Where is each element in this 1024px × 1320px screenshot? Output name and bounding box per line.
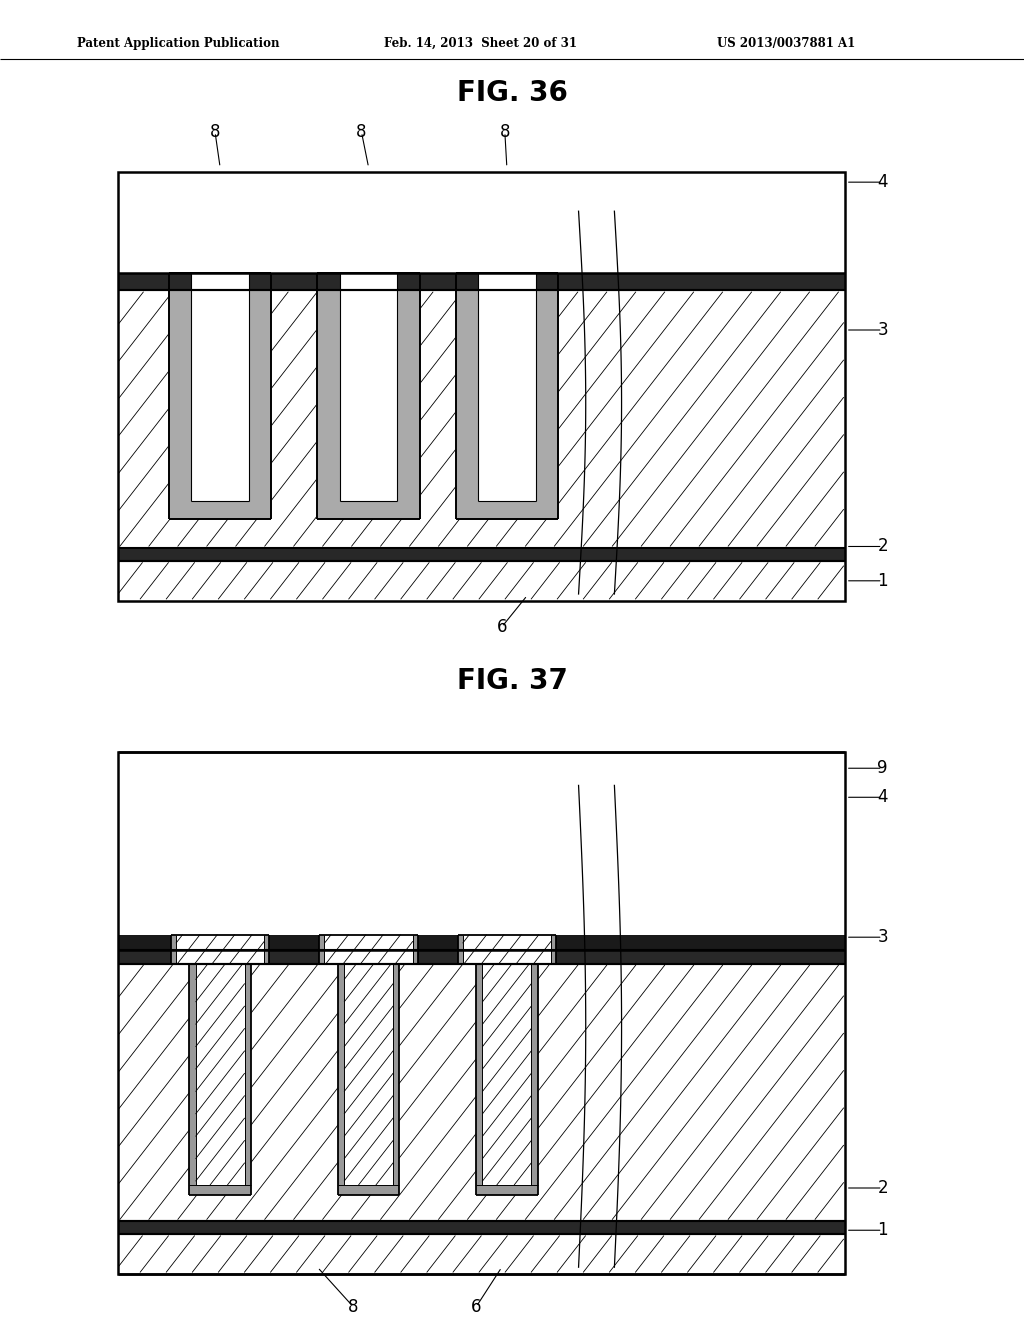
Text: 2: 2 (878, 1179, 888, 1197)
Bar (245, 964, 251, 1195)
Bar (249, 273, 271, 290)
Text: 6: 6 (471, 1298, 481, 1316)
Bar (344, 964, 393, 1185)
Bar (264, 935, 269, 964)
Text: 8: 8 (356, 123, 367, 141)
Bar (171, 935, 176, 964)
Bar (325, 935, 413, 964)
Bar (189, 964, 196, 1195)
Text: 4: 4 (878, 173, 888, 191)
Bar (118, 752, 845, 1274)
Bar (118, 548, 845, 561)
Bar (191, 275, 249, 502)
Bar (413, 935, 418, 964)
Bar (340, 275, 397, 502)
Bar (169, 275, 191, 519)
Bar (118, 964, 845, 1221)
Bar (456, 502, 558, 519)
Bar (338, 964, 399, 1195)
Bar (478, 275, 536, 502)
Bar (171, 935, 269, 964)
Bar (317, 273, 420, 290)
Text: 9: 9 (878, 759, 888, 777)
Text: 8: 8 (348, 1298, 358, 1316)
Bar (169, 273, 271, 290)
Bar (249, 275, 271, 519)
Bar (118, 950, 845, 964)
Bar (196, 964, 245, 1185)
Bar (458, 935, 463, 964)
Bar (476, 964, 482, 1195)
Bar (118, 273, 845, 290)
Text: 4: 4 (878, 788, 888, 807)
Text: 3: 3 (878, 321, 888, 339)
Bar (169, 273, 271, 519)
Bar (118, 172, 845, 601)
Bar (118, 172, 845, 601)
Text: FIG. 37: FIG. 37 (457, 667, 567, 694)
Bar (456, 273, 558, 290)
Bar (482, 964, 531, 1185)
Bar (397, 273, 420, 290)
Text: 8: 8 (500, 123, 510, 141)
Bar (393, 964, 399, 1195)
Bar (463, 935, 551, 964)
Text: 6: 6 (497, 618, 507, 636)
Bar (531, 964, 538, 1195)
Bar (536, 273, 558, 290)
Bar (476, 964, 538, 1195)
Bar (456, 273, 478, 290)
Bar (317, 275, 340, 519)
Text: Patent Application Publication: Patent Application Publication (77, 37, 280, 50)
Bar (118, 561, 845, 601)
Text: FIG. 36: FIG. 36 (457, 79, 567, 107)
Bar (456, 275, 478, 519)
Bar (317, 502, 420, 519)
Text: 2: 2 (878, 537, 888, 556)
Text: 1: 1 (878, 1221, 888, 1239)
Text: US 2013/0037881 A1: US 2013/0037881 A1 (717, 37, 855, 50)
Bar (118, 290, 845, 548)
Bar (317, 273, 420, 519)
Bar (118, 935, 845, 950)
Bar (176, 935, 264, 964)
Bar (118, 1221, 845, 1234)
Bar (118, 1234, 845, 1274)
Bar (476, 1185, 538, 1195)
Bar (456, 273, 558, 519)
Text: 1: 1 (878, 572, 888, 590)
Bar (189, 1185, 251, 1195)
Text: 3: 3 (878, 928, 888, 946)
Bar (118, 752, 845, 1274)
Bar (319, 935, 418, 964)
Bar (317, 273, 340, 290)
Bar (169, 502, 271, 519)
Bar (319, 935, 325, 964)
Text: 8: 8 (210, 123, 220, 141)
Bar (458, 935, 556, 964)
Bar (169, 273, 191, 290)
Bar (338, 964, 344, 1195)
Bar (536, 275, 558, 519)
Bar (551, 935, 556, 964)
Text: Feb. 14, 2013  Sheet 20 of 31: Feb. 14, 2013 Sheet 20 of 31 (384, 37, 577, 50)
Bar (189, 964, 251, 1195)
Bar (397, 275, 420, 519)
Bar (338, 1185, 399, 1195)
